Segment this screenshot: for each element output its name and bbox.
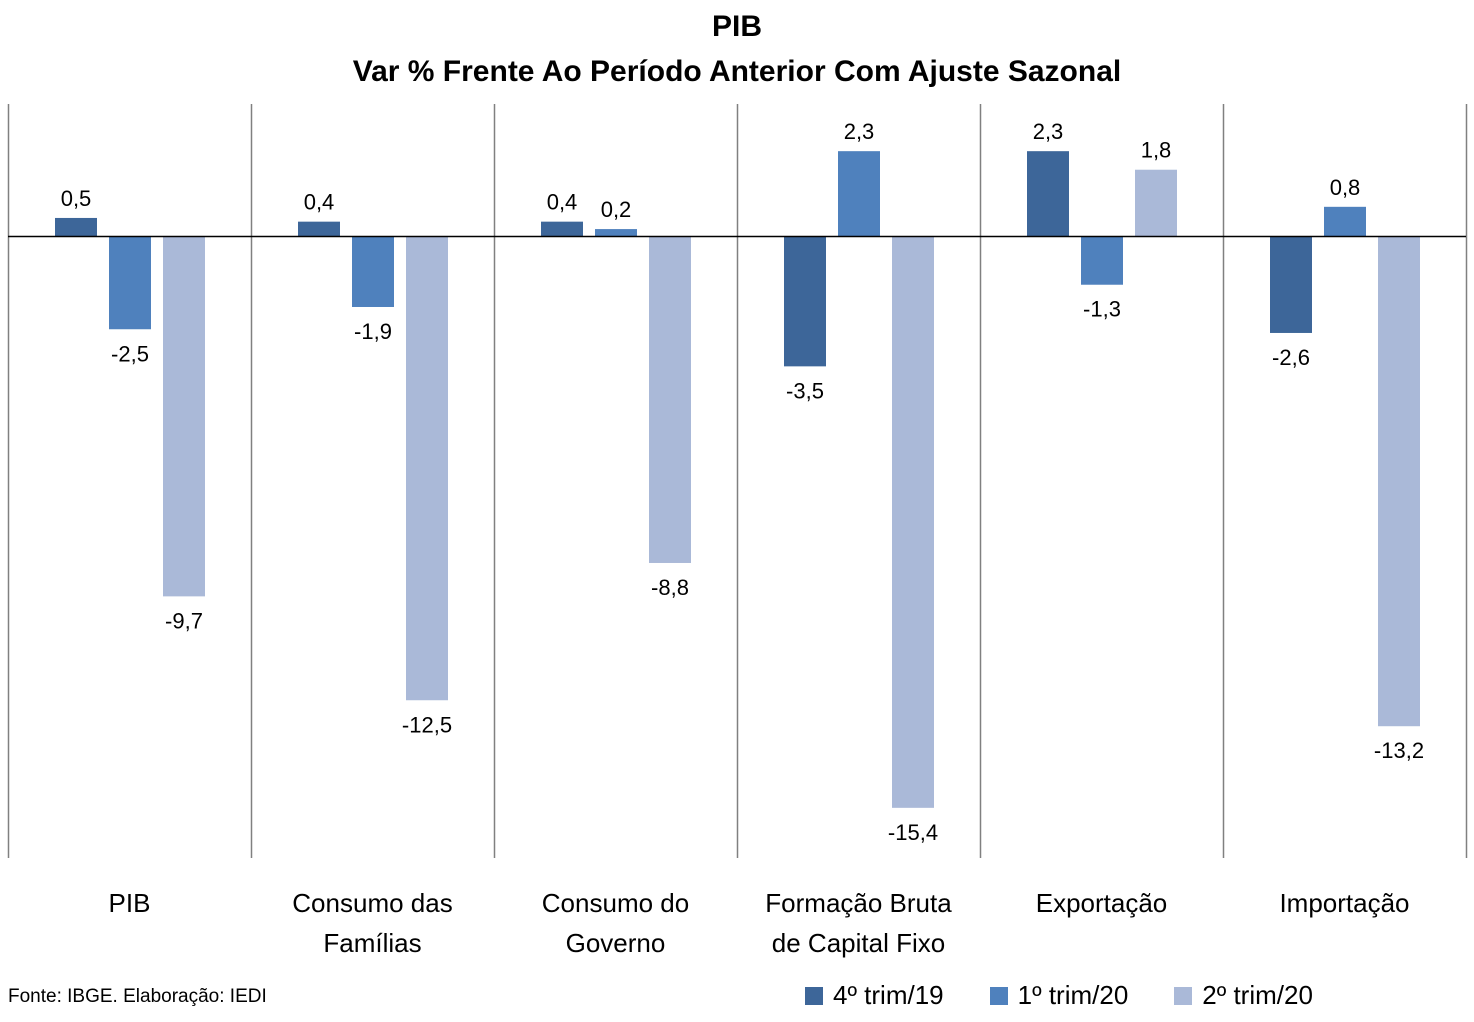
source-note: Fonte: IBGE. Elaboração: IEDI xyxy=(8,986,267,1007)
bar xyxy=(352,236,394,307)
bar xyxy=(55,217,97,237)
data-label: -15,4 xyxy=(888,820,938,845)
bar xyxy=(406,236,448,701)
data-label: 2,3 xyxy=(844,119,875,144)
bar xyxy=(1378,236,1420,727)
legend-item-series-2: 1º trim/20 xyxy=(989,980,1129,1011)
data-label: -3,5 xyxy=(786,378,824,403)
data-label: -9,7 xyxy=(165,608,203,633)
bar xyxy=(1027,151,1069,237)
data-label: -1,3 xyxy=(1083,297,1121,322)
data-label: 0,8 xyxy=(1330,175,1361,200)
legend-swatch-series-3 xyxy=(1174,986,1193,1005)
data-label: 0,4 xyxy=(547,190,578,215)
legend-swatch-series-1 xyxy=(805,986,823,1005)
data-label: 0,5 xyxy=(61,186,92,211)
data-label: -8,8 xyxy=(651,575,689,600)
bar xyxy=(298,221,340,237)
bar xyxy=(1270,236,1312,333)
x-tick-label: Consumo das Famílias xyxy=(292,888,452,958)
data-label: 0,2 xyxy=(601,197,632,222)
bar xyxy=(1081,236,1123,285)
bar xyxy=(1324,206,1366,237)
legend-item-series-1: 4º trim/19 xyxy=(805,980,944,1011)
bar xyxy=(1135,169,1177,237)
x-tick-label: Importação xyxy=(1279,888,1409,918)
legend-item-series-3: 2º trim/20 xyxy=(1174,980,1313,1011)
bar xyxy=(649,236,691,563)
bar xyxy=(838,151,880,237)
data-label: -2,6 xyxy=(1272,345,1310,370)
legend-swatch-series-2 xyxy=(989,986,1008,1005)
legend-label-series-3: 2º trim/20 xyxy=(1202,980,1313,1010)
bar xyxy=(595,229,637,237)
x-tick-label: Consumo do Governo xyxy=(542,888,689,958)
data-label: 1,8 xyxy=(1141,138,1172,163)
data-label: 0,4 xyxy=(304,190,335,215)
bar xyxy=(541,221,583,237)
legend: 4º trim/19 1º trim/20 2º trim/20 xyxy=(805,980,1313,1011)
bar xyxy=(784,236,826,367)
bar xyxy=(109,236,151,330)
data-label: -1,9 xyxy=(354,319,392,344)
bar xyxy=(163,236,205,597)
x-tick-label: Exportação xyxy=(1036,888,1168,918)
legend-label-series-2: 1º trim/20 xyxy=(1017,980,1129,1010)
x-tick-label: Formação Bruta de Capital Fixo xyxy=(765,888,952,958)
x-tick-label: PIB xyxy=(109,888,151,918)
data-label: -13,2 xyxy=(1374,738,1424,763)
data-label: -2,5 xyxy=(111,341,149,366)
data-label: 2,3 xyxy=(1033,119,1064,144)
chart-title: PIB xyxy=(711,10,762,43)
data-label: -12,5 xyxy=(402,712,452,737)
legend-label-series-1: 4º trim/19 xyxy=(833,980,944,1010)
chart-subtitle: Var % Frente Ao Período Anterior Com Aju… xyxy=(352,55,1122,88)
bar xyxy=(892,236,934,808)
